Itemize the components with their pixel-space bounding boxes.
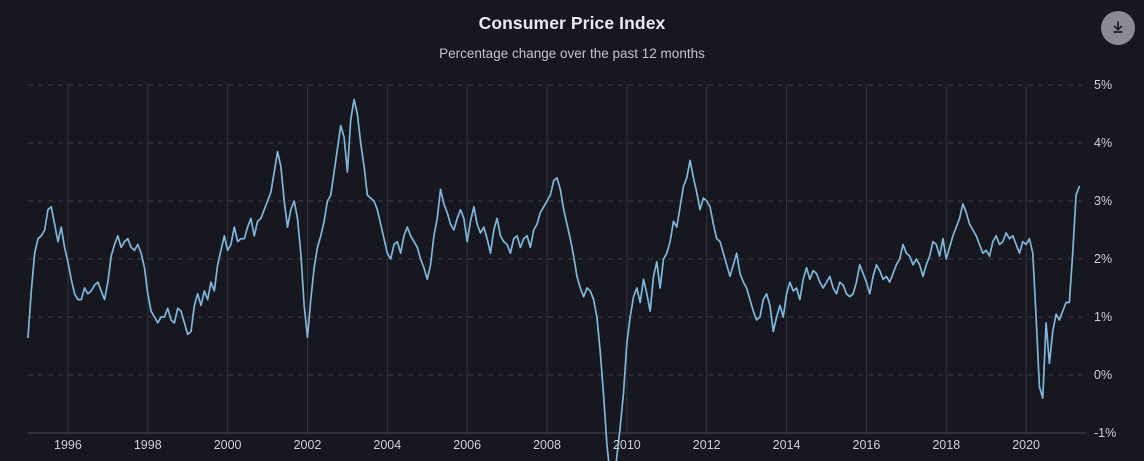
x-axis-tick-label: 2006 [453,438,482,452]
x-axis-tick-label: 2008 [533,438,561,452]
y-axis-tick-label: 2% [1094,252,1113,266]
chart-subtitle: Percentage change over the past 12 month… [439,46,705,61]
page-title: Consumer Price Index [478,13,666,33]
x-axis-tick-label: 2000 [213,438,242,452]
y-axis-tick-label: 0% [1094,368,1113,382]
x-axis-tick-label: 1998 [133,438,162,452]
y-axis-tick-label: -1% [1094,426,1117,440]
download-button[interactable] [1101,11,1135,45]
x-axis-tick-label: 2016 [852,438,881,452]
x-axis-tick-label: 2014 [772,438,801,452]
x-axis-tick-label: 2018 [932,438,961,452]
x-axis-tick-label: 2020 [1012,438,1041,452]
y-axis-tick-label: 3% [1094,194,1113,208]
cpi-series-line [27,98,1081,461]
y-axis-tick-label: 1% [1094,310,1113,324]
x-axis-tick-label: 2010 [612,438,641,452]
y-axis-tick-label: 4% [1094,136,1113,150]
download-icon [1109,19,1127,37]
y-axis-tick-label: 5% [1094,78,1113,92]
x-axis-tick-label: 1996 [54,438,82,452]
x-axis-tick-label: 2012 [692,438,721,452]
x-axis-tick-label: 2002 [293,438,322,452]
x-axis-tick-label: 2004 [373,438,402,452]
